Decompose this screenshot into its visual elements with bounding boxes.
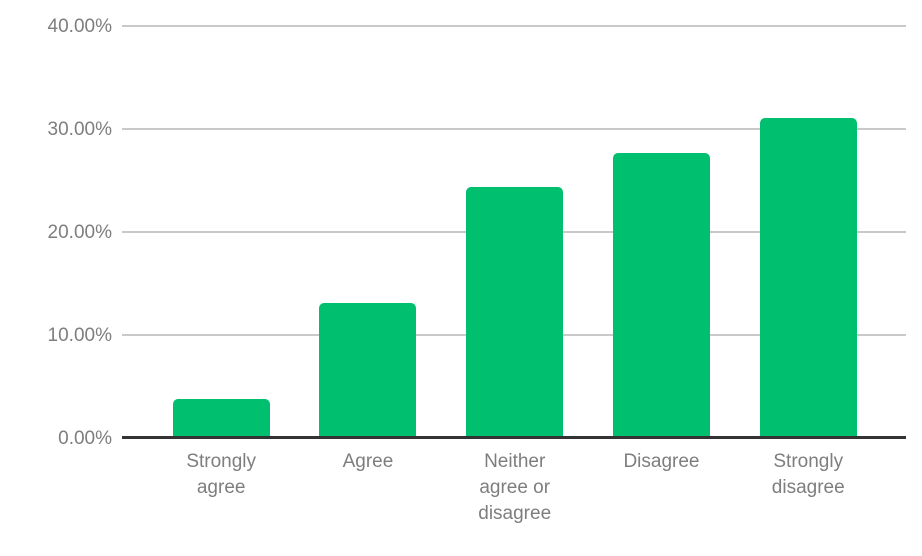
x-axis-line bbox=[122, 436, 906, 439]
bar-strongly-agree bbox=[172, 398, 270, 438]
bar-neither-agree-or-disagree bbox=[466, 186, 564, 438]
y-tick-label: 30.00% bbox=[47, 119, 112, 140]
plot-area bbox=[122, 25, 906, 439]
bar-strongly-disagree bbox=[759, 117, 857, 438]
bar-disagree bbox=[612, 152, 710, 438]
x-tick-label-neither-agree-or-disagree: Neither agree or disagree bbox=[478, 451, 552, 524]
y-tick-label: 20.00% bbox=[47, 222, 112, 243]
x-tick-label-disagree: Disagree bbox=[623, 451, 700, 472]
y-tick-label: 0.00% bbox=[58, 428, 112, 449]
x-tick-label-strongly-agree: Strongly agree bbox=[186, 451, 257, 498]
gridline bbox=[122, 25, 906, 27]
bar-agree bbox=[319, 303, 417, 438]
gridline bbox=[122, 128, 906, 130]
y-tick-label: 40.00% bbox=[47, 16, 112, 37]
x-tick-label-strongly-disagree: Strongly disagree bbox=[771, 451, 845, 498]
x-tick-label-agree: Agree bbox=[342, 451, 394, 472]
y-tick-label: 10.00% bbox=[47, 325, 112, 346]
